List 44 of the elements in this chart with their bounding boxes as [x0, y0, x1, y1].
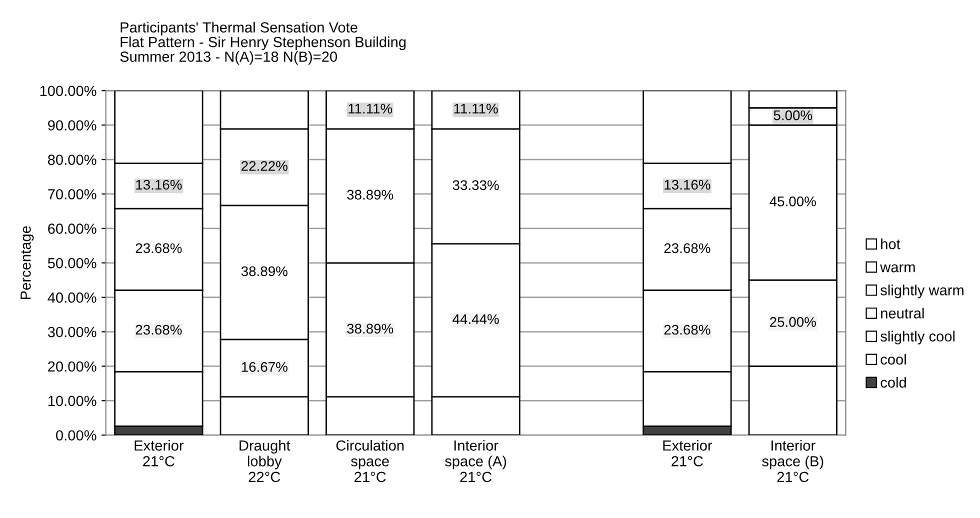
data-label: 38.89%	[347, 324, 394, 334]
data-label: 33.33%	[452, 180, 499, 190]
x-tick-label: Exterior 21°C	[663, 440, 712, 466]
data-label: 11.11%	[454, 104, 498, 114]
y-tick-label: 10.00%	[48, 396, 96, 406]
x-tick-label: Interior space (B) 21°C	[762, 440, 824, 482]
data-label: 23.68%	[136, 324, 182, 335]
y-axis-title: Percentage	[20, 226, 34, 299]
data-label: 11.11%	[348, 104, 392, 114]
legend-label: slightly warm	[880, 284, 964, 298]
x-tick-label: Interior space (A) 21°C	[444, 440, 506, 482]
data-label: 13.16%	[664, 180, 710, 190]
data-label: 23.68%	[664, 243, 710, 254]
y-tick-label: 0.00%	[56, 430, 96, 441]
x-tick-label: Circulation space 21°C	[336, 440, 404, 482]
x-tick-label: Draught lobby 22°C	[240, 440, 290, 482]
legend-label: warm	[880, 264, 915, 272]
y-tick-label: 30.00%	[48, 326, 96, 338]
y-tick-label: 80.00%	[48, 154, 96, 165]
data-label: 13.16%	[136, 180, 182, 190]
data-label: 38.89%	[347, 190, 394, 200]
chart-title: Participants' Thermal Sensation Vote Flat Pattern - Sir Henry Stephenson Building Summer 2013 - N(A)=18 N(B)=20	[120, 22, 406, 65]
y-tick-label: 90.00%	[48, 120, 96, 131]
y-tick-label: 70.00%	[48, 189, 96, 200]
y-tick-label: 100.00%	[40, 86, 96, 96]
y-tick-label: 20.00%	[48, 361, 96, 372]
y-tick-label: 40.00%	[48, 292, 96, 303]
legend-label: cold	[880, 376, 906, 388]
legend-label: slightly cool	[880, 330, 955, 344]
data-label: 44.44%	[452, 314, 499, 324]
data-label: 45.00%	[770, 196, 816, 206]
data-label: 5.00%	[774, 110, 812, 120]
data-label: 38.89%	[241, 266, 288, 276]
data-label: 23.68%	[664, 324, 710, 335]
data-label: 16.67%	[242, 362, 288, 372]
data-label: 22.22%	[242, 161, 288, 171]
x-tick-label: Exterior 21°C	[134, 440, 184, 466]
y-tick-label: 50.00%	[48, 258, 96, 268]
y-tick-label: 60.00%	[48, 224, 96, 234]
data-label: 23.68%	[136, 243, 182, 254]
legend-label: cool	[880, 354, 906, 365]
legend-label: neutral	[881, 308, 924, 318]
data-label: 25.00%	[770, 317, 816, 327]
legend-label: hot	[881, 238, 900, 250]
